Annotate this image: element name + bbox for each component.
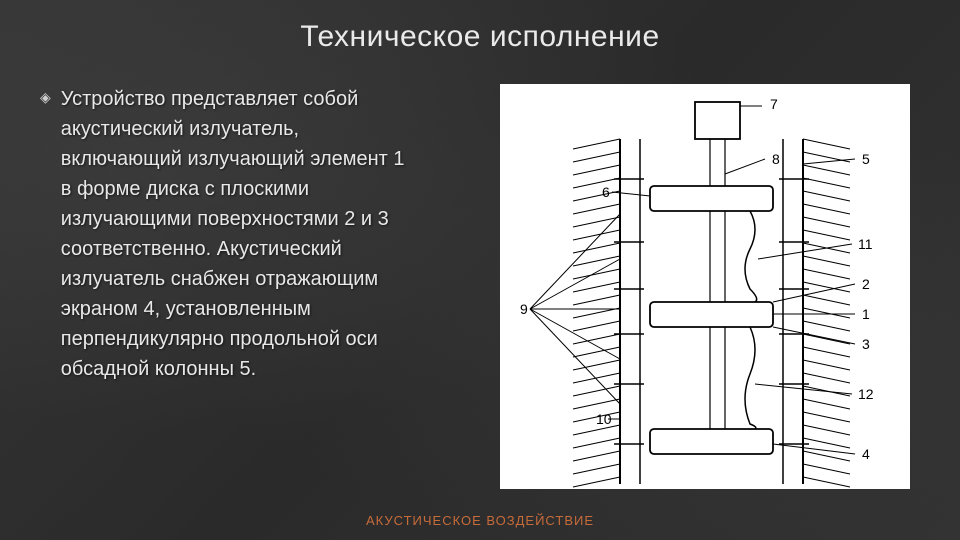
page-title: Техническое исполнение [0, 0, 960, 54]
svg-text:8: 8 [772, 151, 780, 167]
diamond-bullet-icon: ◈ [40, 89, 51, 106]
technical-diagram: 123456789101112 [500, 84, 910, 489]
svg-text:3: 3 [862, 336, 870, 352]
svg-text:12: 12 [858, 386, 874, 402]
text-block: ◈ Устройство представляет собой акустиче… [40, 84, 430, 489]
svg-text:9: 9 [520, 301, 528, 317]
diagram-svg: 123456789101112 [500, 84, 910, 489]
bullet-item: ◈ Устройство представляет собой акустиче… [40, 84, 410, 384]
svg-text:7: 7 [770, 96, 778, 112]
svg-text:2: 2 [862, 276, 870, 292]
footer-label: АКУСТИЧЕСКОЕ ВОЗДЕЙСТВИЕ [0, 513, 960, 528]
svg-text:10: 10 [596, 411, 612, 427]
content-row: ◈ Устройство представляет собой акустиче… [0, 54, 960, 489]
svg-text:6: 6 [602, 184, 610, 200]
svg-text:5: 5 [862, 151, 870, 167]
svg-text:1: 1 [862, 306, 870, 322]
svg-text:11: 11 [858, 236, 873, 252]
svg-text:4: 4 [862, 446, 870, 462]
paragraph: Устройство представляет собой акустическ… [61, 84, 410, 384]
